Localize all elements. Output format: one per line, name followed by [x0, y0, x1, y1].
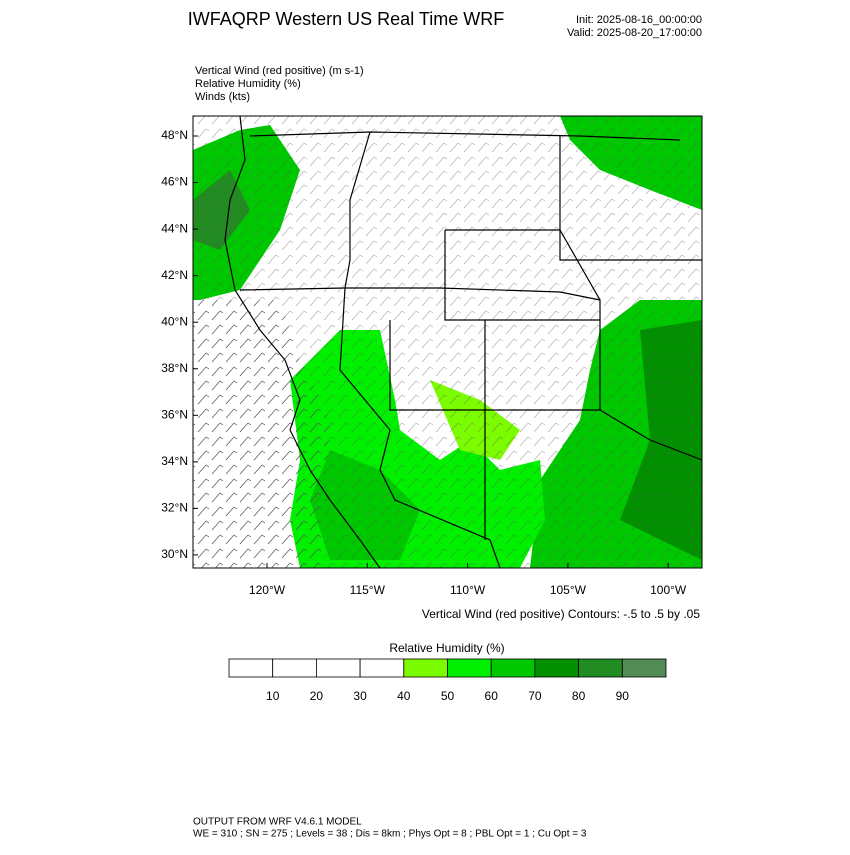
lat-label: 42°N	[161, 268, 188, 282]
color-box	[228, 658, 274, 678]
lat-label: 40°N	[161, 314, 188, 328]
colorbar-label: 10	[266, 689, 280, 703]
valid-time: Valid: 2025-08-20_17:00:00	[567, 27, 702, 39]
borders	[224, 116, 702, 568]
lat-label: 34°N	[161, 454, 188, 468]
axis-labels: 48°N 46°N 44°N 42°N 40°N 38°N 36°N 34°N 32°N 30°N…	[161, 128, 687, 597]
lat-label: 48°N	[161, 128, 188, 142]
color-box	[403, 658, 448, 678]
color-box	[359, 658, 405, 678]
colorbar-label: 40	[397, 689, 411, 703]
lat-label: 44°N	[161, 221, 188, 235]
lon-label: 115°W	[350, 583, 386, 597]
map-frame	[192, 115, 703, 569]
wind-barbs	[193, 116, 702, 568]
field-label: Relative Humidity (%)	[195, 78, 301, 90]
lon-label: 100°W	[650, 583, 687, 597]
color-box	[315, 658, 361, 678]
colorbar-label: 60	[485, 689, 499, 703]
contour-note: Vertical Wind (red positive) Contours: -…	[422, 607, 700, 621]
init-time: Init: 2025-08-16_00:00:00	[576, 14, 702, 26]
title: IWFAQRP Western US Real Time WRF	[188, 9, 504, 29]
map-area	[193, 116, 702, 568]
field-label: Vertical Wind (red positive) (m s-1)	[195, 65, 364, 77]
lat-label: 46°N	[161, 175, 188, 189]
color-box	[621, 658, 667, 678]
color-box	[447, 658, 492, 678]
lon-label: 105°W	[550, 583, 587, 597]
colorbar: 10 20 30 40 50 60 70 80 90	[228, 658, 667, 703]
colorbar-label: 70	[528, 689, 542, 703]
color-box	[578, 658, 623, 678]
footer-line: WE = 310 ; SN = 275 ; Levels = 38 ; Dis …	[193, 829, 587, 840]
colorbar-label: 90	[616, 689, 630, 703]
colorbar-label: 20	[310, 689, 324, 703]
color-box	[534, 658, 580, 678]
field-label: Winds (kts)	[195, 91, 250, 103]
colorbar-label: 80	[572, 689, 586, 703]
lat-label: 30°N	[161, 547, 188, 561]
lat-label: 36°N	[161, 407, 188, 421]
lon-label: 120°W	[249, 583, 286, 597]
color-box	[490, 658, 536, 678]
colorbar-label: 50	[441, 689, 455, 703]
lat-label: 32°N	[161, 501, 188, 515]
lat-label: 38°N	[161, 361, 188, 375]
footer-line: OUTPUT FROM WRF V4.6.1 MODEL	[193, 817, 362, 828]
colorbar-title: Relative Humidity (%)	[389, 641, 504, 655]
colorbar-label: 30	[353, 689, 367, 703]
color-box	[272, 658, 317, 678]
lon-label: 110°W	[450, 583, 486, 597]
